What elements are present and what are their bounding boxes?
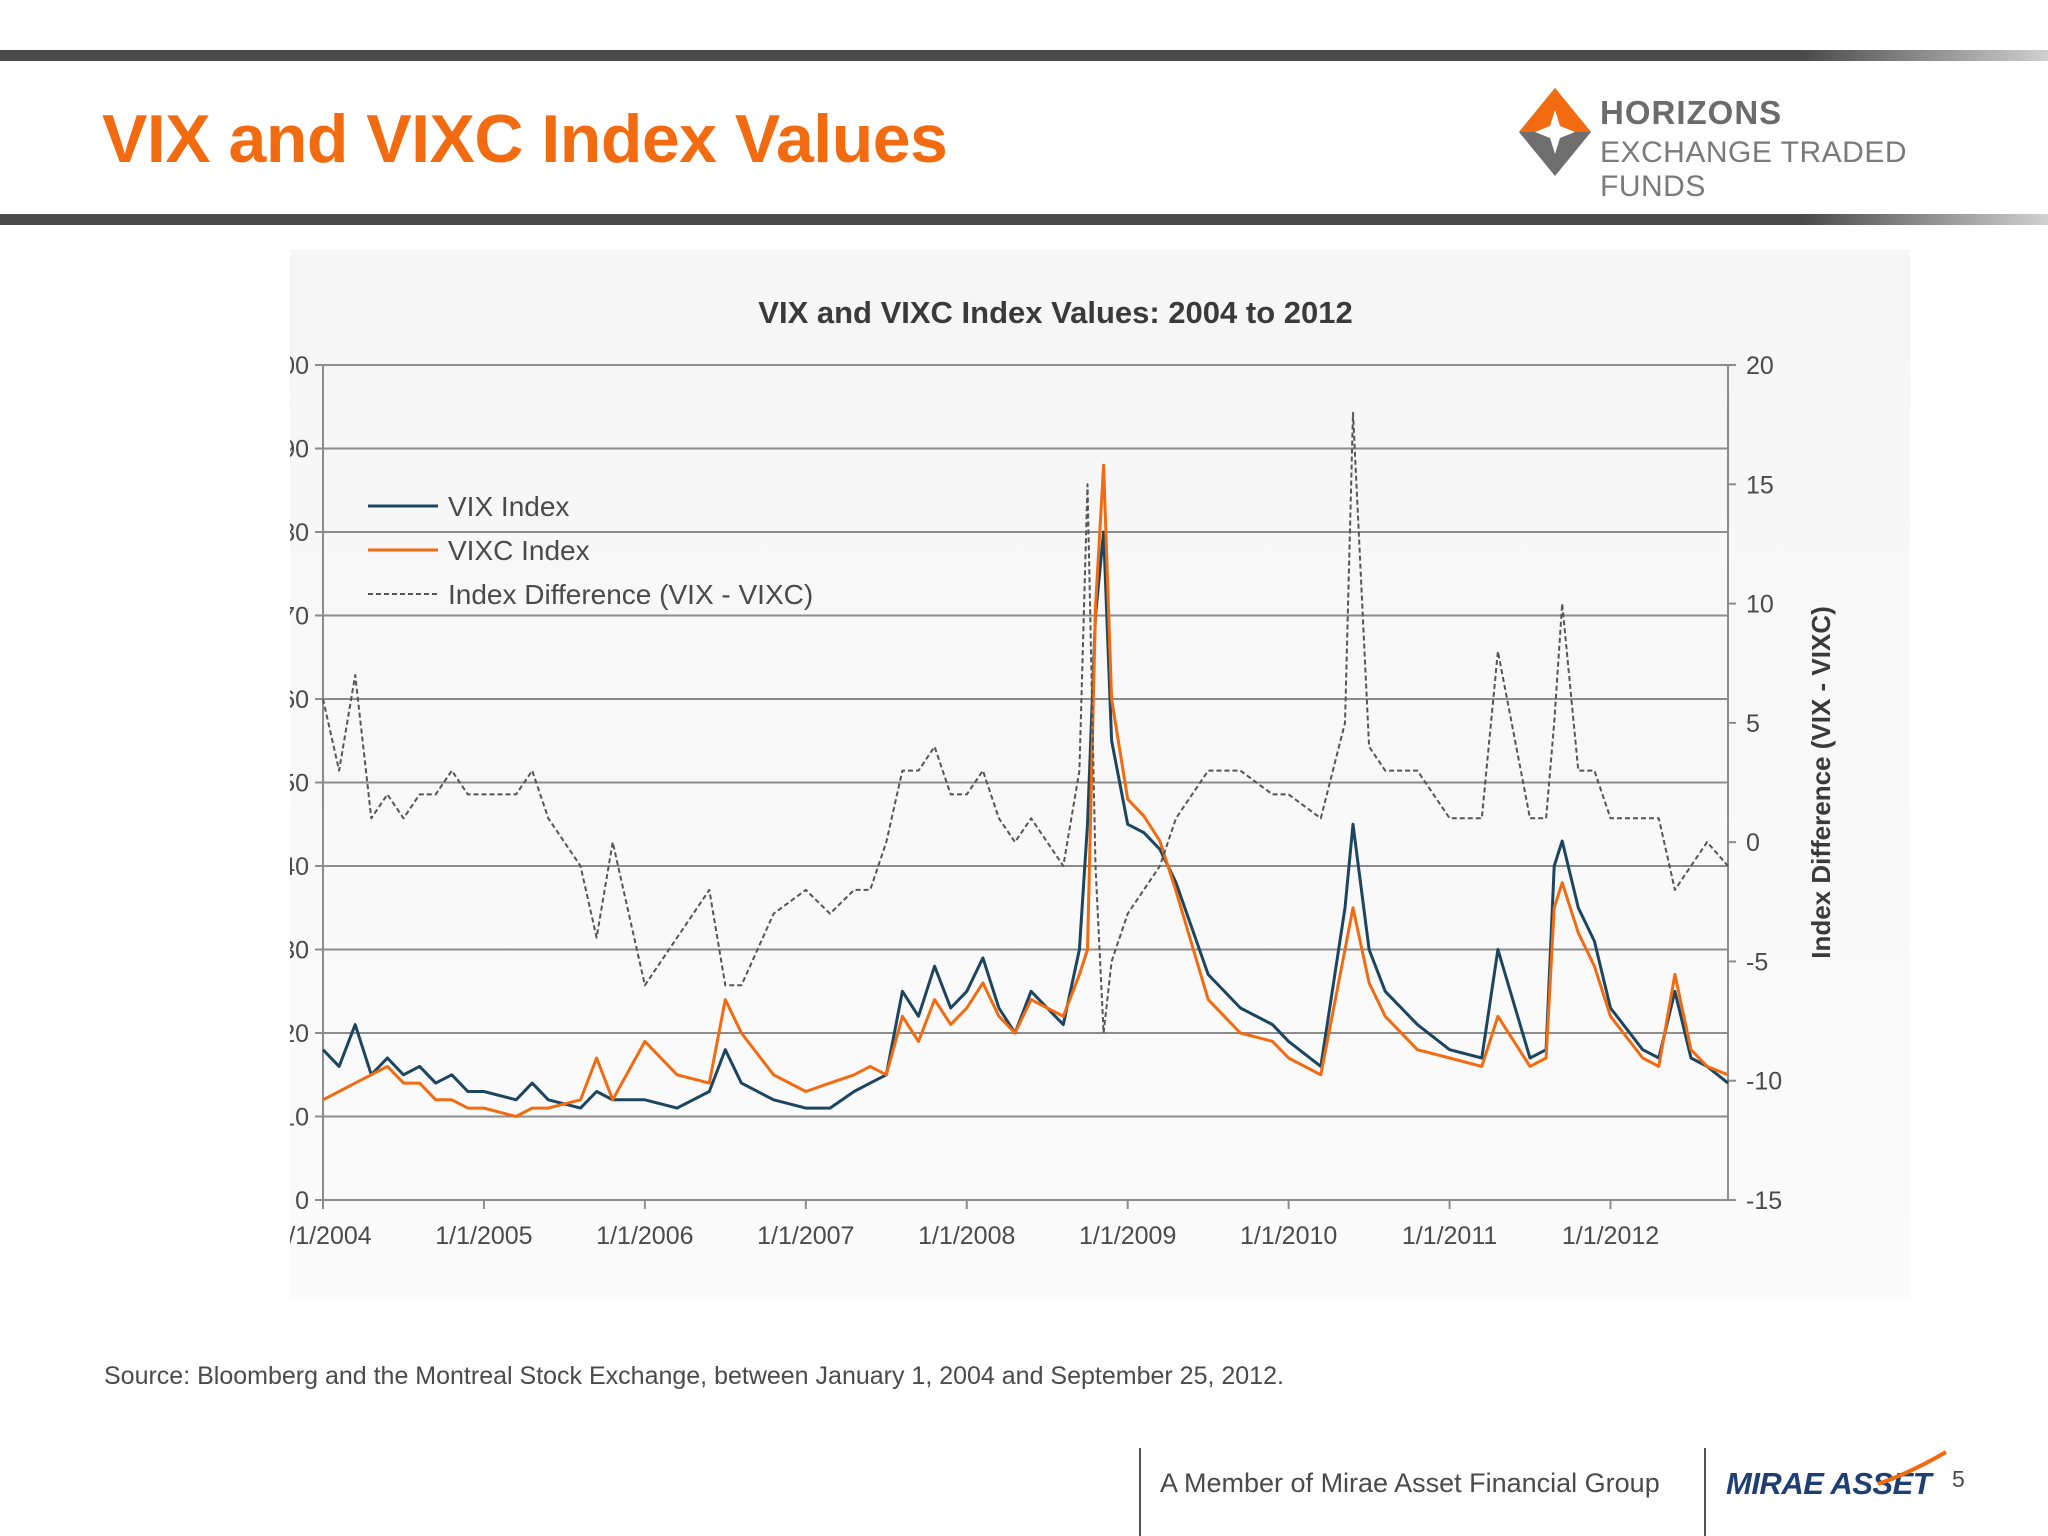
x-tick-label: 1/1/2011 bbox=[1402, 1222, 1497, 1250]
footer-divider bbox=[1139, 1448, 1141, 1536]
mirae-swoosh-icon bbox=[1877, 1450, 1948, 1486]
y2-tick-label: 0 bbox=[1746, 829, 1760, 857]
series-line-1 bbox=[321, 530, 1729, 1110]
y2-tick-label: 5 bbox=[1746, 710, 1760, 738]
x-tick-label: 1/1/2008 bbox=[918, 1222, 1015, 1250]
brand-subtitle: EXCHANGE TRADED FUNDS bbox=[1600, 136, 1908, 203]
source-note: Source: Bloomberg and the Montreal Stock… bbox=[104, 1362, 1284, 1390]
y-tick-label: 50 bbox=[290, 770, 309, 798]
x-tick-label: 1/1/2010 bbox=[1240, 1222, 1337, 1250]
y-tick-label: 0 bbox=[295, 1187, 309, 1215]
y2-tick-label: -5 bbox=[1746, 948, 1768, 976]
horizons-diamond-icon bbox=[1519, 88, 1591, 176]
y2-tick-label: 10 bbox=[1746, 591, 1774, 619]
y2-tick-label: -10 bbox=[1746, 1068, 1782, 1096]
legend-label-3: Index Difference (VIX - VIXC) bbox=[448, 579, 813, 610]
x-tick-label: 1/1/2005 bbox=[435, 1222, 532, 1250]
legend-label-2: VIXC Index bbox=[448, 535, 590, 566]
mirae-logo-text: MIRAE ASSET bbox=[1726, 1466, 1932, 1501]
brand-name: HORIZONS bbox=[1600, 94, 1783, 131]
x-tick-label: 1/1/2009 bbox=[1079, 1222, 1176, 1250]
y-tick-label: 10 bbox=[290, 1104, 309, 1132]
series-line-2 bbox=[322, 463, 1729, 1118]
y-tick-label: 100 bbox=[290, 352, 309, 380]
chart-panel: 0 10 20 30 40 50 60 70 80 90 100 -15 -10 -5 0 5 10 15 20 1/… bbox=[290, 250, 1910, 1300]
series-line-3 bbox=[322, 411, 1729, 1034]
slide-title: VIX and VIXC Index Values bbox=[102, 101, 948, 177]
y2-tick-label: 15 bbox=[1746, 471, 1774, 499]
y2-tick-label: 20 bbox=[1746, 352, 1774, 380]
y2-axis-title: Index Difference (VIX - VIXC) bbox=[1806, 606, 1836, 959]
vix-chart: 0 10 20 30 40 50 60 70 80 90 100 -15 -10 -5 0 5 10 15 20 1/… bbox=[290, 295, 1836, 1250]
y-tick-label: 80 bbox=[290, 519, 309, 547]
chart-title: VIX and VIXC Index Values: 2004 to 2012 bbox=[758, 295, 1352, 330]
legend-label-1: VIX Index bbox=[448, 491, 569, 522]
y-tick-label: 20 bbox=[290, 1020, 309, 1048]
x-tick-label: 1/1/2004 bbox=[290, 1222, 372, 1250]
y-tick-label: 30 bbox=[290, 937, 309, 965]
y-tick-label: 90 bbox=[290, 436, 309, 464]
mirae-asset-logo: MIRAE ASSET bbox=[1722, 1448, 1952, 1508]
y-tick-label: 40 bbox=[290, 853, 309, 881]
footer-member-text: A Member of Mirae Asset Financial Group bbox=[1160, 1468, 1660, 1498]
x-tick-label: 1/1/2012 bbox=[1562, 1222, 1659, 1250]
y2-tick-label: -15 bbox=[1746, 1187, 1782, 1215]
header-rule-top bbox=[0, 50, 2048, 61]
x-tick-label: 1/1/2007 bbox=[757, 1222, 854, 1250]
footer-divider bbox=[1704, 1448, 1706, 1536]
y-tick-label: 70 bbox=[290, 603, 309, 631]
horizons-logo: HORIZONS EXCHANGE TRADED FUNDS bbox=[1515, 84, 2015, 203]
header-rule-bottom bbox=[0, 214, 2048, 225]
y-tick-label: 60 bbox=[290, 686, 309, 714]
x-tick-label: 1/1/2006 bbox=[596, 1222, 693, 1250]
page-number: 5 bbox=[1952, 1466, 1965, 1492]
